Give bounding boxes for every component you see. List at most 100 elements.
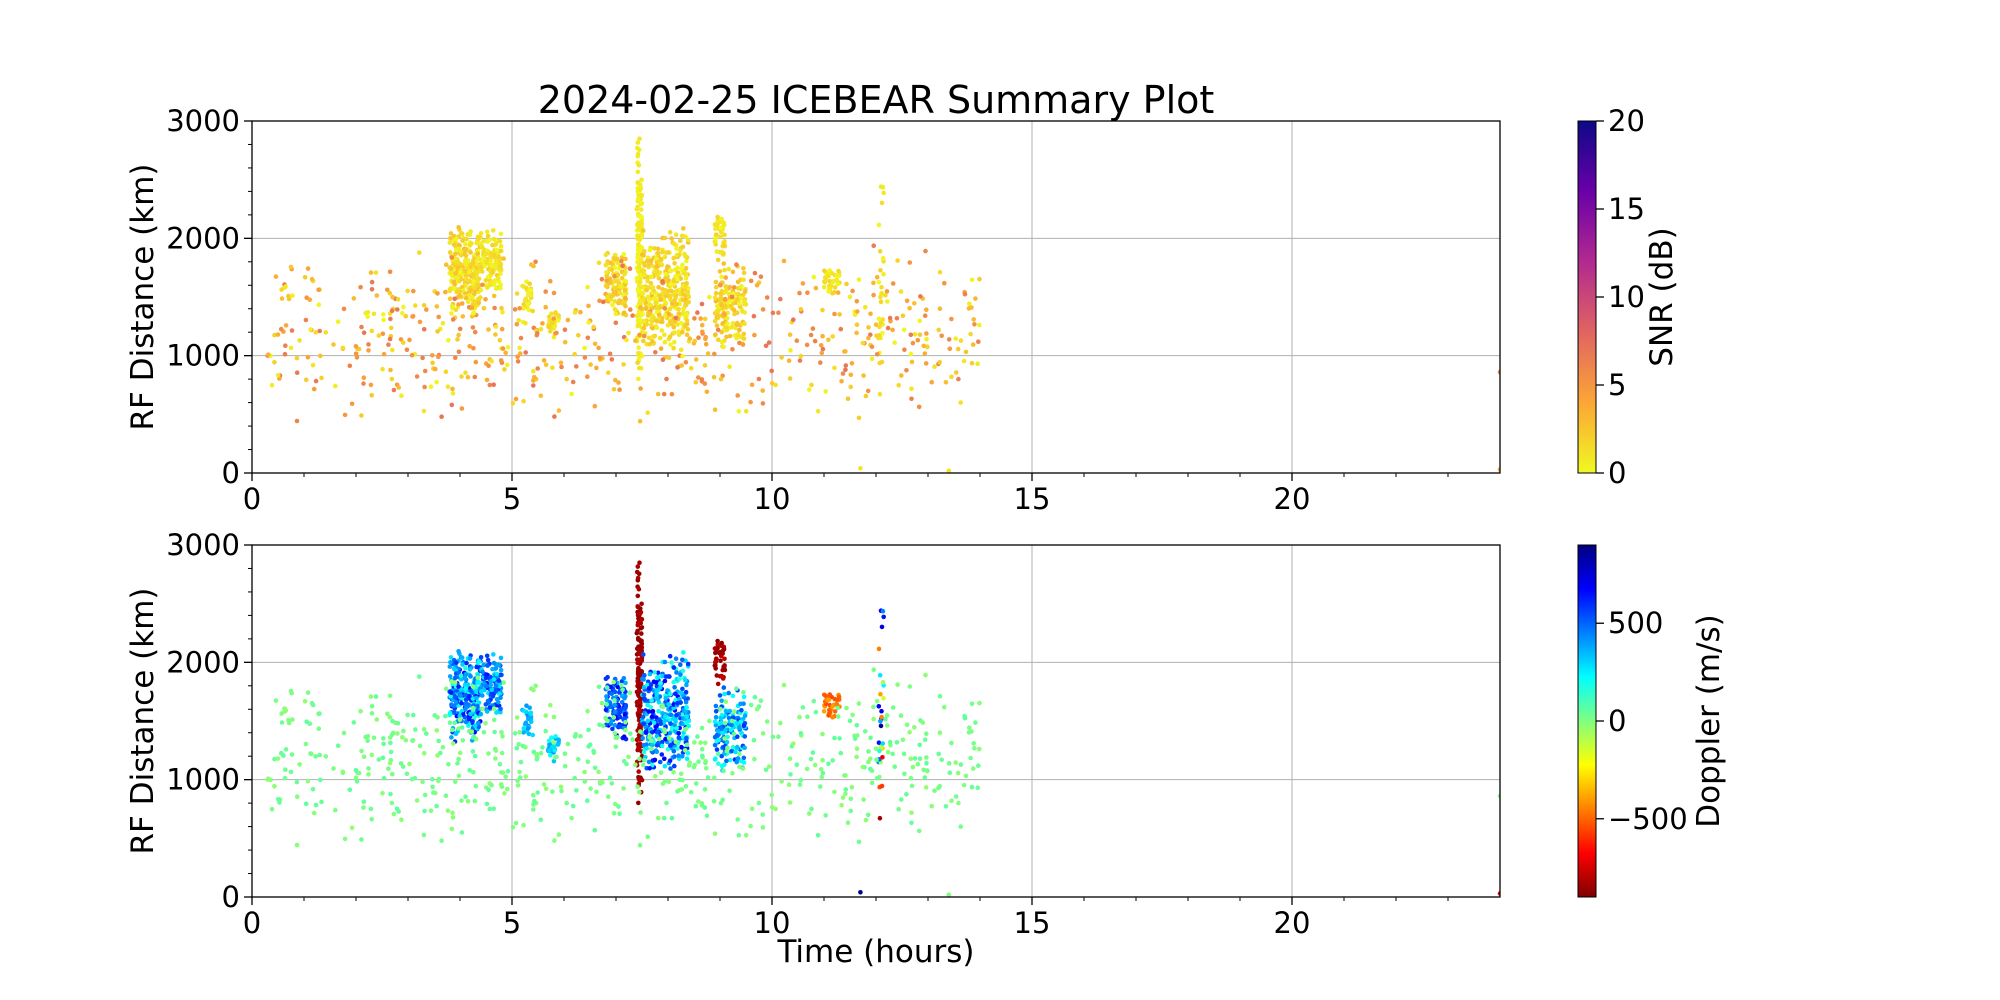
snr-point [347, 363, 353, 369]
doppler-point [467, 716, 472, 722]
doppler-point [717, 693, 723, 698]
snr-point [417, 319, 423, 325]
doppler-point [453, 675, 458, 681]
doppler-point [612, 709, 618, 715]
y-tick-label: 1000 [166, 339, 240, 373]
snr-point [413, 303, 418, 308]
snr-point [653, 256, 659, 261]
doppler-point [596, 684, 602, 690]
snr-point [373, 270, 379, 275]
snr-point [722, 296, 728, 302]
doppler-point [866, 759, 871, 765]
snr-point [660, 279, 665, 284]
doppler-point [491, 706, 497, 711]
doppler-point [471, 734, 477, 740]
doppler-point [671, 679, 676, 685]
snr-point [731, 307, 737, 313]
doppler-point [641, 677, 646, 682]
doppler-point [275, 756, 281, 761]
doppler-point [562, 751, 568, 756]
snr-point [610, 302, 615, 308]
doppler-point [439, 838, 444, 843]
snr-point [460, 288, 466, 293]
doppler-point [798, 731, 804, 736]
doppler-point [923, 672, 928, 678]
doppler-point [528, 711, 533, 717]
snr-point [724, 315, 730, 321]
doppler-point [662, 678, 668, 684]
doppler-point [668, 743, 673, 748]
snr-point [696, 375, 701, 380]
snr-point [390, 294, 395, 300]
snr-point [641, 325, 647, 331]
doppler-point [611, 679, 616, 685]
snr-point [459, 374, 464, 379]
snr-point [880, 184, 886, 190]
doppler-point [947, 770, 953, 776]
doppler-point [884, 713, 890, 718]
snr-point [923, 361, 929, 366]
snr-point [912, 332, 918, 337]
doppler-point [715, 681, 721, 687]
doppler-point [450, 741, 456, 746]
snr-point [538, 326, 544, 332]
doppler-point [648, 705, 654, 710]
y-tick-label: 3000 [166, 528, 240, 562]
snr-point [904, 368, 909, 373]
doppler-point [282, 775, 288, 781]
doppler-point [660, 703, 665, 708]
snr-point [713, 279, 719, 285]
snr-point [656, 312, 662, 318]
snr-point [737, 340, 742, 346]
doppler-point [879, 714, 884, 720]
snr-point [475, 251, 481, 257]
doppler-point [535, 790, 540, 795]
doppler-point [428, 808, 434, 813]
doppler-point [666, 702, 671, 707]
snr-point [405, 288, 410, 294]
colorbar-tick-label: 15 [1608, 192, 1645, 226]
doppler-point [752, 694, 758, 700]
snr-point [636, 241, 641, 247]
doppler-point [794, 762, 800, 767]
doppler-point [369, 752, 375, 758]
snr-point [866, 335, 871, 341]
doppler-point [722, 691, 727, 697]
snr-point [395, 297, 401, 302]
doppler-point [868, 735, 873, 741]
snr-point [478, 231, 484, 236]
doppler-point [642, 696, 647, 702]
snr-point [387, 269, 393, 275]
doppler-point [818, 767, 824, 772]
snr-point [917, 318, 922, 324]
doppler-point [556, 832, 562, 837]
snr-point [741, 336, 747, 341]
snr-point [845, 396, 851, 402]
snr-point [830, 279, 835, 285]
snr-point [478, 265, 484, 270]
doppler-point [527, 705, 532, 711]
snr-point [388, 325, 394, 331]
snr-point [410, 314, 415, 319]
snr-point [628, 307, 633, 312]
doppler-point [354, 779, 360, 784]
doppler-point [391, 811, 397, 817]
doppler-point [469, 729, 475, 734]
doppler-point [463, 700, 469, 706]
doppler-point [303, 741, 309, 747]
snr-point [721, 261, 727, 266]
snr-point [453, 271, 458, 276]
snr-point [668, 319, 673, 324]
snr-point [669, 391, 675, 397]
snr-point [353, 351, 359, 357]
colorbar-tick-label: 500 [1608, 606, 1663, 640]
snr-point [798, 353, 804, 359]
snr-point [349, 401, 355, 407]
snr-point [917, 332, 923, 338]
snr-point [742, 310, 748, 315]
snr-point [436, 354, 441, 360]
snr-point [834, 273, 840, 279]
snr-point [597, 355, 603, 361]
snr-point [496, 254, 502, 259]
